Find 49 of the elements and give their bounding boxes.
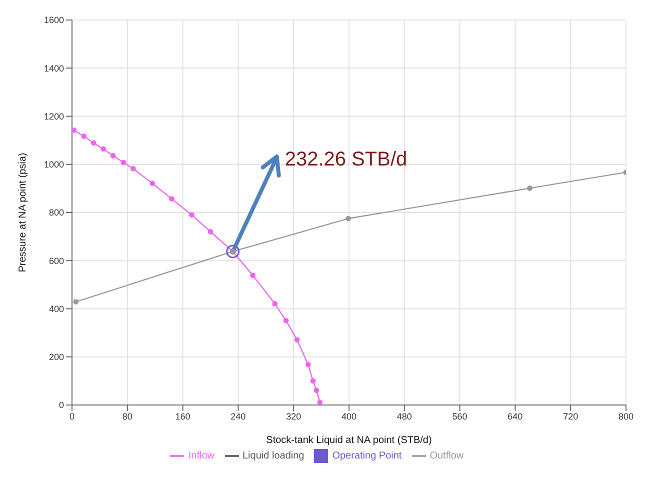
point bbox=[314, 388, 320, 394]
x-tick-label: 160 bbox=[175, 411, 190, 422]
point bbox=[81, 134, 87, 139]
y-tick-label: 400 bbox=[48, 304, 64, 314]
legend-label: Inflow bbox=[188, 450, 214, 462]
point bbox=[150, 180, 156, 186]
point bbox=[272, 300, 278, 306]
point bbox=[294, 337, 300, 342]
x-tick-label: 720 bbox=[563, 411, 578, 422]
point bbox=[110, 153, 116, 158]
point bbox=[169, 196, 174, 202]
point bbox=[100, 146, 106, 152]
y-axis-title: Pressure at NA point (psia) bbox=[18, 152, 29, 272]
x-tick-label: 0 bbox=[69, 411, 75, 422]
y-tick-label: 0 bbox=[58, 400, 64, 410]
point bbox=[310, 378, 316, 384]
point bbox=[189, 212, 195, 218]
point bbox=[250, 272, 256, 278]
y-tick-label: 200 bbox=[48, 352, 64, 362]
x-tick-label: 320 bbox=[286, 411, 302, 422]
point bbox=[283, 318, 289, 324]
point bbox=[346, 216, 352, 222]
y-tick-label: 800 bbox=[48, 208, 64, 218]
point bbox=[130, 166, 136, 172]
x-tick-label: 480 bbox=[396, 411, 412, 422]
legend-label: Operating Point bbox=[332, 450, 402, 462]
y-tick-label: 1400 bbox=[44, 63, 64, 74]
x-axis-title: Stock-tank Liquid at NA point (STB/d) bbox=[266, 435, 432, 446]
x-tick-label: 80 bbox=[122, 411, 132, 422]
y-tick-label: 1200 bbox=[44, 111, 64, 122]
point bbox=[72, 128, 77, 133]
point bbox=[90, 140, 96, 146]
point bbox=[73, 299, 79, 304]
point bbox=[527, 185, 532, 191]
point bbox=[317, 400, 323, 405]
y-tick-label: 1600 bbox=[44, 15, 64, 26]
x-tick-label: 240 bbox=[230, 411, 246, 422]
x-tick-label: 400 bbox=[341, 411, 357, 422]
x-tick-label: 560 bbox=[452, 411, 468, 422]
point bbox=[120, 160, 126, 166]
y-tick-label: 600 bbox=[48, 256, 64, 266]
legend-label: Liquid loading bbox=[242, 450, 304, 462]
legend-label: Outflow bbox=[430, 450, 464, 462]
point bbox=[208, 229, 214, 234]
point bbox=[305, 362, 311, 368]
y-tick-label: 1000 bbox=[44, 160, 64, 170]
annotation: 232.26 STB/d bbox=[284, 148, 408, 170]
x-tick-label: 800 bbox=[618, 411, 634, 422]
x-tick-label: 640 bbox=[508, 411, 523, 422]
